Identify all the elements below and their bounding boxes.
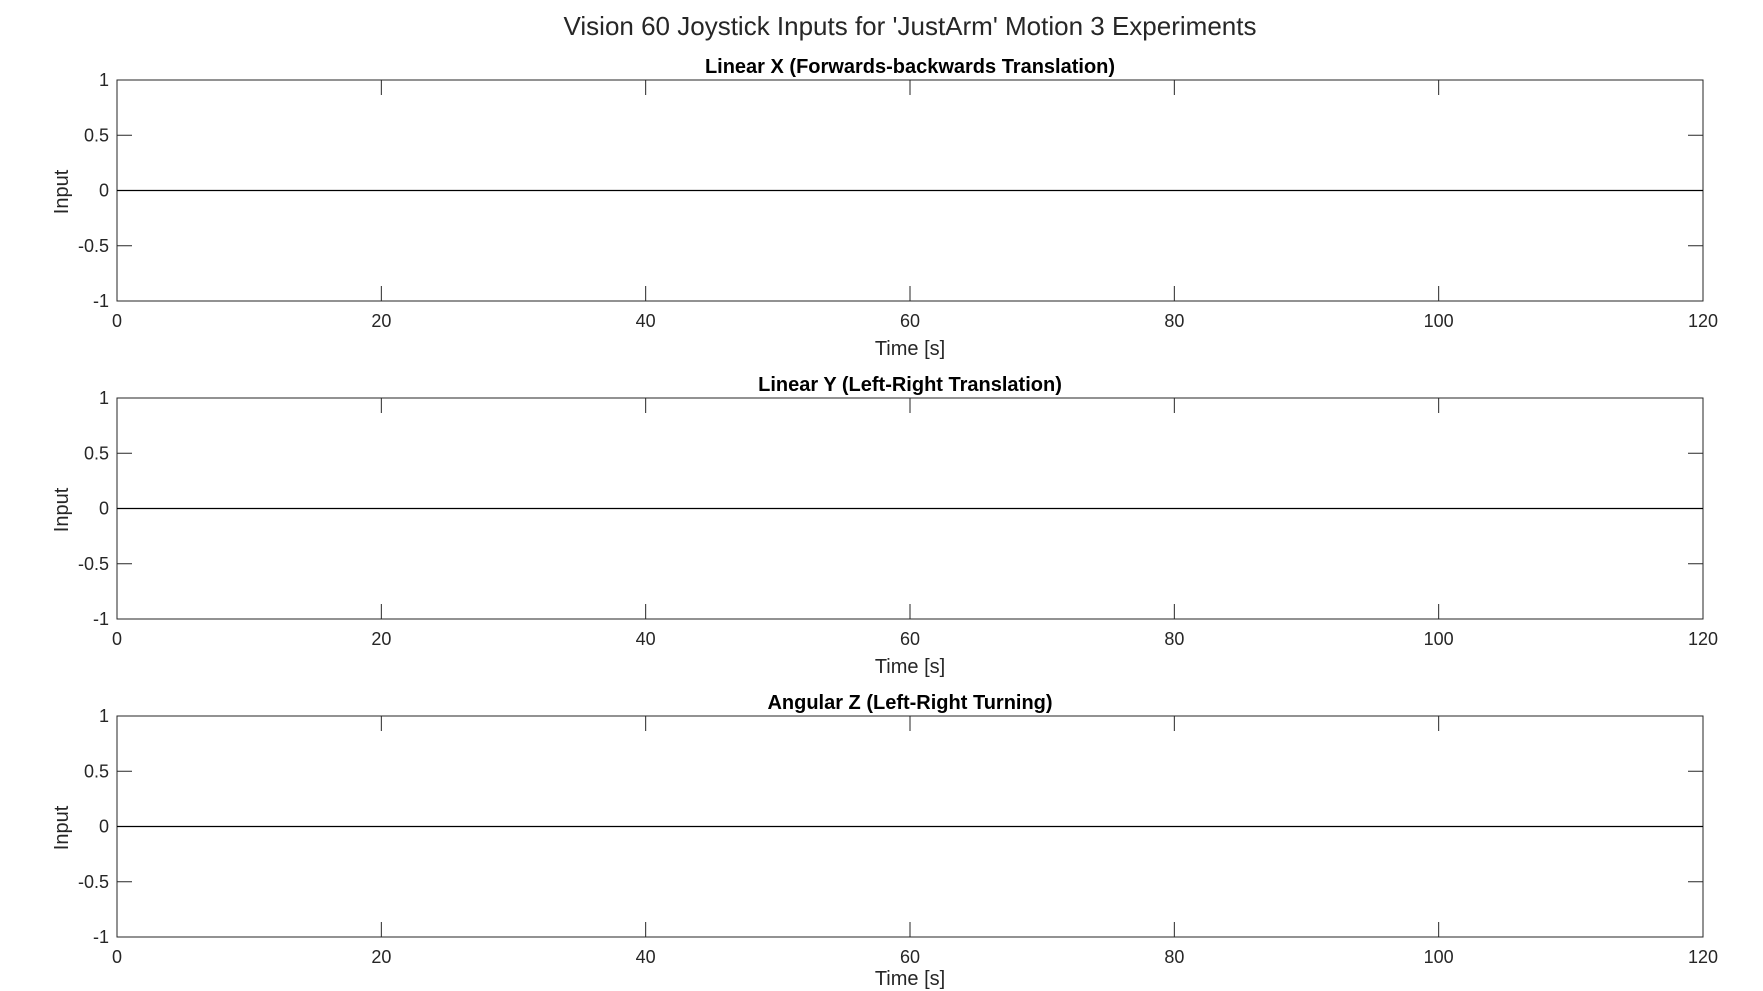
- axes-angular-z: Angular Z (Left-Right Turning) Time [s] …: [51, 692, 1718, 990]
- y-axis-label: Input: [51, 169, 73, 214]
- axes-linear-y: Linear Y (Left-Right Translation) Time […: [51, 374, 1718, 678]
- x-tick-label: 20: [371, 311, 391, 331]
- y-tick-label: -1: [93, 609, 109, 629]
- y-tick-label: 1: [99, 70, 109, 90]
- x-tick-label: 40: [636, 947, 656, 967]
- x-tick-label: 100: [1424, 947, 1454, 967]
- x-tick-label: 120: [1688, 947, 1718, 967]
- x-tick-label: 120: [1688, 311, 1718, 331]
- x-tick-label: 40: [636, 311, 656, 331]
- x-tick-label: 0: [112, 629, 122, 649]
- y-axis-label: Input: [51, 487, 73, 532]
- x-tick-label: 80: [1164, 311, 1184, 331]
- figure-title: Vision 60 Joystick Inputs for 'JustArm' …: [564, 11, 1257, 41]
- y-tick-label: 0: [99, 817, 109, 837]
- y-tick-label: 1: [99, 388, 109, 408]
- x-axis-label: Time [s]: [875, 338, 945, 360]
- y-tick-label: 0: [99, 181, 109, 201]
- y-axis-label: Input: [51, 805, 73, 850]
- y-tick-label: -0.5: [78, 872, 109, 892]
- y-tick-label: 0.5: [84, 443, 109, 463]
- y-tick-label: 0.5: [84, 761, 109, 781]
- y-tick-label: 0: [99, 499, 109, 519]
- axes-title: Angular Z (Left-Right Turning): [767, 692, 1052, 714]
- x-tick-label: 20: [371, 947, 391, 967]
- x-axis-label: Time [s]: [875, 968, 945, 990]
- axes-title: Linear X (Forwards-backwards Translation…: [705, 56, 1115, 78]
- axes-linear-x: Linear X (Forwards-backwards Translation…: [51, 56, 1718, 360]
- x-tick-label: 60: [900, 311, 920, 331]
- x-axis-label: Time [s]: [875, 656, 945, 678]
- x-tick-label: 60: [900, 947, 920, 967]
- y-tick-label: -1: [93, 291, 109, 311]
- y-tick-label: 0.5: [84, 125, 109, 145]
- x-tick-label: 40: [636, 629, 656, 649]
- x-tick-label: 20: [371, 629, 391, 649]
- axes-title: Linear Y (Left-Right Translation): [758, 374, 1062, 396]
- x-tick-label: 0: [112, 947, 122, 967]
- y-tick-label: -0.5: [78, 236, 109, 256]
- y-tick-label: 1: [99, 706, 109, 726]
- x-tick-label: 120: [1688, 629, 1718, 649]
- x-tick-label: 100: [1424, 311, 1454, 331]
- x-tick-label: 80: [1164, 947, 1184, 967]
- y-tick-label: -0.5: [78, 554, 109, 574]
- x-tick-label: 80: [1164, 629, 1184, 649]
- x-tick-label: 100: [1424, 629, 1454, 649]
- y-tick-label: -1: [93, 927, 109, 947]
- x-tick-label: 0: [112, 311, 122, 331]
- x-tick-label: 60: [900, 629, 920, 649]
